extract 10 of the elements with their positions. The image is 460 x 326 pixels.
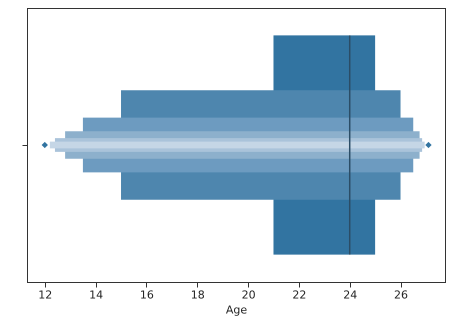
x-tick-label: 12 [38,288,52,302]
x-tick-label: 20 [242,288,256,302]
x-tick-label: 14 [89,288,104,302]
bar [50,142,425,148]
x-tick-label: 16 [140,288,154,302]
x-tick-label: 24 [343,288,358,302]
x-tick-label: 22 [292,288,306,302]
x-axis-title: Age [226,304,248,316]
x-tick-label: 18 [190,288,205,302]
x-tick-label: 26 [394,288,408,302]
